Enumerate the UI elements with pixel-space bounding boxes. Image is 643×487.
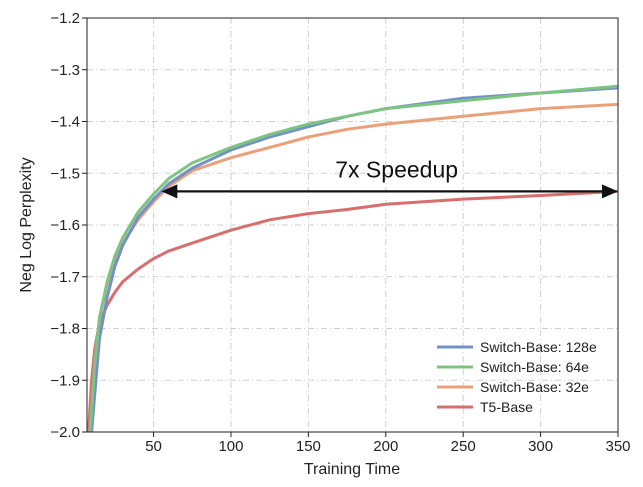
x-tick-label: 250 [451, 438, 476, 455]
series-line-1 [88, 84, 618, 432]
legend-label: Switch-Base: 32e [480, 379, 589, 395]
y-tick-label: −1.9 [50, 372, 80, 389]
plot-frame [86, 17, 619, 433]
x-tick-label: 350 [605, 438, 630, 455]
legend-label: Switch-Base: 128e [480, 339, 597, 355]
legend-label: Switch-Base: 64e [480, 359, 589, 375]
legend-label: T5-Base [480, 399, 533, 415]
annotation-layer: 7x Speedup [161, 156, 618, 199]
y-axis-label: Neg Log Perplexity [18, 157, 35, 292]
y-tick-label: −1.4 [50, 114, 80, 131]
x-axis-ticks: 50 100 150 200 250 300 350 [145, 432, 631, 455]
x-tick-label: 300 [528, 438, 553, 455]
legend: Switch-Base: 128e Switch-Base: 64e Switch-… [437, 339, 597, 415]
speedup-annotation: 7x Speedup [335, 156, 458, 182]
x-tick-label: 50 [145, 438, 162, 455]
y-tick-label: −2.0 [50, 424, 80, 441]
arrow-head-right [602, 184, 618, 199]
y-tick-label: −1.7 [50, 269, 80, 286]
x-tick-label: 100 [218, 438, 243, 455]
x-tick-label: 150 [296, 438, 321, 455]
series-layer [87, 84, 618, 432]
arrow-head-left [161, 184, 178, 199]
x-axis-label: Training Time [304, 461, 400, 478]
y-tick-label: −1.3 [50, 62, 80, 79]
y-tick-label: −1.6 [50, 217, 80, 234]
y-axis-ticks: −2.0 −1.9 −1.8 −1.7 −1.6 −1.5 −1.4 −1.3 −1.2 [50, 10, 87, 441]
x-tick-label: 200 [373, 438, 398, 455]
y-tick-label: −1.8 [50, 321, 80, 338]
y-tick-label: −1.5 [50, 165, 80, 182]
y-tick-label: −1.2 [50, 10, 80, 27]
